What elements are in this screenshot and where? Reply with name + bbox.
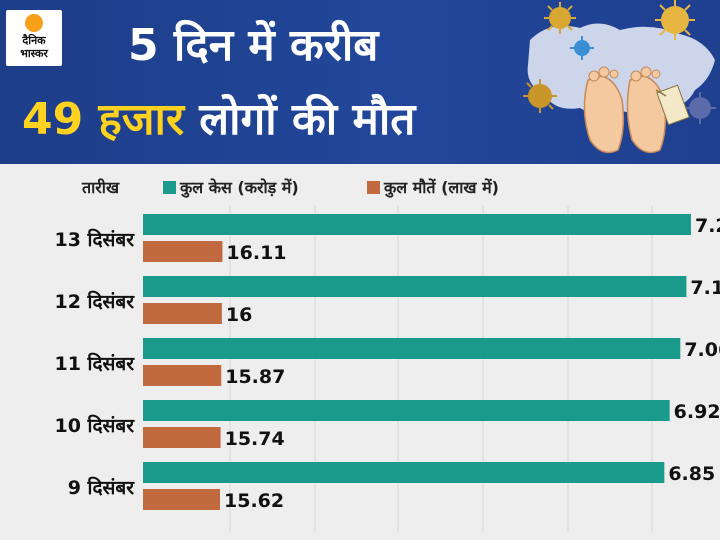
sun-icon bbox=[25, 14, 43, 32]
bar-cases bbox=[143, 214, 691, 235]
headline-highlight: 49 हजार bbox=[22, 94, 184, 145]
bar-chart: तारीख कुल केस (करोड़ में) कुल मौतें (लाख… bbox=[54, 178, 720, 532]
value-label-deaths: 16 bbox=[226, 304, 252, 326]
legend-label-deaths: कुल मौतें (लाख में) bbox=[383, 178, 499, 198]
value-label-cases: 6.92 bbox=[674, 401, 720, 423]
bar-deaths bbox=[143, 427, 221, 448]
value-label-deaths: 15.87 bbox=[225, 366, 285, 388]
bars: 13 दिसंबर 7.20 16.11 12 दिसंबर 7.14 16 11 दिसं… bbox=[54, 214, 720, 512]
value-label-cases: 7.06 bbox=[684, 339, 720, 361]
virus-world-map-feet-illustration bbox=[523, 0, 716, 154]
value-label-cases: 6.85 bbox=[668, 463, 715, 485]
virus-icon bbox=[655, 0, 695, 40]
dainik-bhaskar-logo: दैनिक भास्कर bbox=[6, 10, 62, 66]
virus-icon bbox=[544, 2, 576, 34]
value-label-deaths: 16.11 bbox=[226, 242, 286, 264]
category-label: 9 दिसंबर bbox=[68, 476, 136, 499]
logo-text: दैनिक भास्कर bbox=[20, 34, 48, 60]
bar-cases bbox=[143, 276, 687, 297]
legend-label-cases: कुल केस (करोड़ में) bbox=[179, 178, 299, 198]
bar-deaths bbox=[143, 241, 223, 262]
category-label: 12 दिसंबर bbox=[54, 290, 135, 313]
bar-cases bbox=[143, 338, 681, 359]
category-label: 13 दिसंबर bbox=[54, 228, 135, 251]
bar-deaths bbox=[143, 303, 222, 324]
headline-line2: 49 हजार लोगों की मौत bbox=[22, 92, 415, 148]
feet-icon bbox=[583, 66, 690, 154]
categories-axis-label: तारीख bbox=[81, 178, 120, 197]
value-label-deaths: 15.62 bbox=[224, 490, 284, 512]
legend-swatch-cases bbox=[163, 181, 176, 194]
virus-icon bbox=[570, 36, 594, 60]
value-label-cases: 7.20 bbox=[695, 215, 720, 237]
category-label: 11 दिसंबर bbox=[54, 352, 135, 375]
headline-rest: लोगों की मौत bbox=[199, 94, 416, 145]
grid-lines bbox=[229, 206, 653, 532]
value-label-cases: 7.14 bbox=[690, 277, 720, 299]
legend: तारीख कुल केस (करोड़ में) कुल मौतें (लाख… bbox=[81, 178, 499, 198]
bar-cases bbox=[143, 400, 670, 421]
bar-cases bbox=[143, 462, 665, 483]
category-label: 10 दिसंबर bbox=[54, 414, 135, 437]
bar-deaths bbox=[143, 365, 222, 386]
bar-deaths bbox=[143, 489, 221, 510]
headline-line1: 5 दिन में करीब bbox=[128, 20, 379, 71]
chart-panel: तारीख कुल केस (करोड़ में) कुल मौतें (लाख… bbox=[0, 164, 720, 540]
value-label-deaths: 15.74 bbox=[225, 428, 285, 450]
header-banner: दैनिक भास्कर 5 दिन में करीब 49 हजार लोगो… bbox=[0, 0, 720, 164]
virus-icon bbox=[523, 79, 557, 113]
legend-swatch-deaths bbox=[367, 181, 380, 194]
